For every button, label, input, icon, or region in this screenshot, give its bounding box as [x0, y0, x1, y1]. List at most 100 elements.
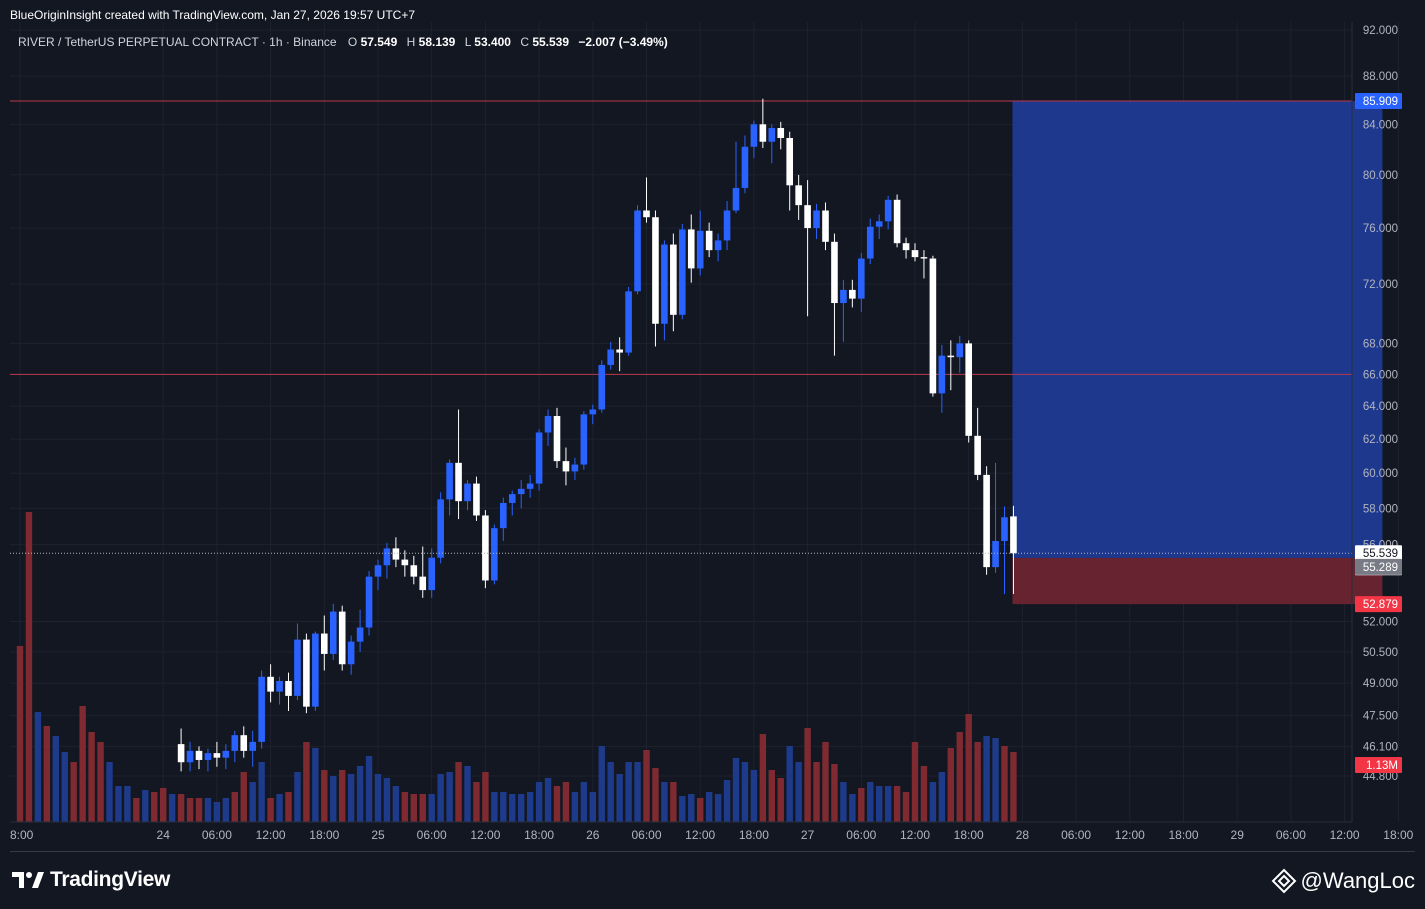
- volume-bar: [831, 764, 838, 822]
- candle-body: [661, 244, 668, 324]
- volume-bar: [222, 798, 230, 822]
- volume-bar: [106, 762, 113, 822]
- price-tick-label: 46.100: [1363, 741, 1398, 753]
- candle-body: [875, 221, 883, 227]
- volume-bar: [43, 726, 51, 822]
- volume-bar: [249, 782, 256, 822]
- candle-body: [526, 483, 534, 489]
- candle-body: [589, 409, 597, 415]
- time-tick-label: 12:00: [1330, 828, 1360, 842]
- price-tick-label: 80.000: [1363, 170, 1398, 182]
- volume-bar: [177, 794, 185, 822]
- candle-body: [696, 230, 704, 269]
- volume-bar: [392, 786, 400, 822]
- volume-bar: [670, 782, 677, 822]
- candle-body: [768, 128, 776, 142]
- price-tick-label: 52.000: [1363, 617, 1398, 629]
- volume-value-label-bg: [1355, 757, 1402, 773]
- volume-bar: [231, 792, 238, 822]
- volume-bar: [151, 792, 158, 822]
- volume-bar: [884, 786, 892, 822]
- volume-bar: [356, 766, 364, 822]
- candle-body: [553, 416, 561, 462]
- ohlc-h-label: H: [407, 35, 416, 49]
- candle-body: [759, 124, 767, 142]
- volume-bar: [804, 728, 811, 822]
- candle-body: [777, 128, 785, 138]
- candle-body: [804, 205, 811, 229]
- time-tick-label: 06:00: [846, 828, 876, 842]
- volume-bar: [714, 794, 722, 822]
- candle-body: [446, 462, 453, 500]
- chart-footer: TradingView @WangLoc: [0, 851, 1425, 909]
- volume-bar: [347, 774, 355, 822]
- volume-bar: [705, 792, 713, 822]
- price-tick-label: 72.000: [1363, 279, 1398, 291]
- volume-bar: [697, 798, 704, 822]
- ohlc-low: 53.400: [474, 35, 511, 49]
- volume-bar: [759, 734, 767, 822]
- candle-body: [535, 432, 543, 484]
- volume-bar: [267, 798, 274, 822]
- candle-body: [321, 633, 328, 654]
- candle-body: [249, 741, 256, 751]
- time-tick-label: 26: [586, 828, 600, 842]
- candle-body: [347, 641, 355, 665]
- candle-body: [849, 289, 856, 299]
- time-tick-label: 18:00: [954, 828, 984, 842]
- volume-bar: [428, 794, 435, 822]
- candle-body: [983, 474, 990, 568]
- ohlc-close: 55.539: [532, 35, 569, 49]
- candle-body: [670, 244, 677, 315]
- candle-body: [947, 355, 955, 358]
- candle-body: [428, 557, 435, 591]
- candle-body: [312, 633, 319, 707]
- candle-body: [1010, 516, 1017, 554]
- candle-body: [329, 611, 337, 654]
- candle-body: [822, 210, 829, 242]
- volume-bar: [526, 792, 534, 822]
- time-tick-label: 25: [371, 828, 385, 842]
- volume-bar: [482, 772, 489, 822]
- candle-body: [571, 464, 579, 472]
- price-tick-label: 68.000: [1363, 338, 1398, 350]
- volume-bar: [768, 770, 775, 822]
- candle-body: [813, 210, 820, 229]
- volume-bar: [160, 788, 167, 822]
- volume-bar: [867, 782, 874, 822]
- candle-body: [884, 199, 892, 222]
- candle-body: [974, 435, 981, 475]
- stop-price-label: 52.879: [1363, 599, 1398, 611]
- volume-bar: [849, 794, 856, 822]
- volume-bar: [1001, 746, 1008, 822]
- tradingview-logo[interactable]: TradingView: [12, 868, 170, 892]
- time-tick-label: 06:00: [1061, 828, 1091, 842]
- candle-body: [267, 676, 274, 692]
- volume-bar: [500, 792, 507, 822]
- volume-bar: [589, 792, 596, 822]
- price-tick-label: 76.000: [1363, 223, 1398, 235]
- time-tick-label: 18:00: [739, 828, 769, 842]
- author-watermark: @WangLoc: [1271, 868, 1415, 894]
- candle-body: [482, 515, 489, 581]
- volume-bar: [186, 798, 194, 822]
- volume-bar: [562, 782, 570, 822]
- price-tick-label: 60.000: [1363, 468, 1398, 480]
- ohlc-c-label: C: [520, 35, 529, 49]
- price-chart[interactable]: 92.000 88.000 84.000 80.000 76.000 72.000 68.0…: [0, 0, 1425, 851]
- current-price-label: 55.539: [1363, 548, 1398, 560]
- volume-bar: [142, 790, 149, 822]
- volume-bar: [518, 794, 525, 822]
- time-tick-label: 24: [157, 828, 171, 842]
- volume-bar: [607, 762, 614, 822]
- volume-bar: [455, 762, 462, 822]
- candle-body: [795, 185, 802, 206]
- volume-bar: [974, 742, 981, 822]
- volume-bar: [473, 782, 480, 822]
- price-tick-label: 50.500: [1363, 647, 1398, 659]
- price-tick-label: 64.000: [1363, 401, 1398, 413]
- volume-bar: [983, 736, 990, 822]
- volume-bar: [133, 798, 140, 822]
- candle-body: [544, 416, 552, 433]
